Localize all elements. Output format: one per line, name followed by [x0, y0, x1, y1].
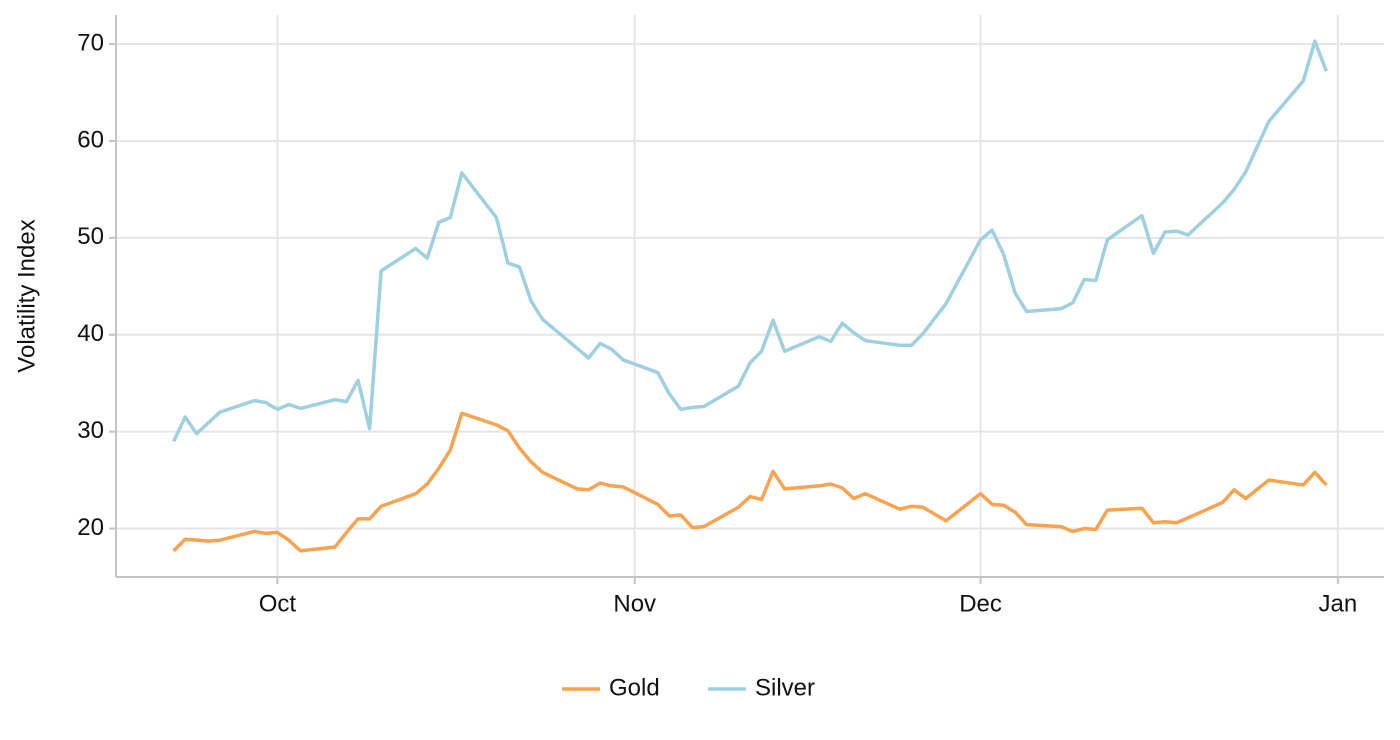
y-axis-label: Volatility Index [13, 219, 40, 372]
legend-label: Silver [755, 674, 815, 701]
x-tick-label: Dec [959, 590, 1002, 617]
y-tick-label: 60 [77, 126, 104, 153]
x-tick-label: Jan [1319, 590, 1358, 617]
y-tick-label: 50 [77, 223, 104, 250]
legend-label: Gold [609, 674, 660, 701]
y-tick-label: 70 [77, 29, 104, 56]
data-line [172, 39, 1328, 443]
y-tick-label: 30 [77, 417, 104, 444]
x-tick-label: Oct [259, 590, 297, 617]
data-line [172, 411, 1328, 553]
y-tick-label: 40 [77, 320, 104, 347]
y-tick-label: 20 [77, 514, 104, 541]
x-tick-label: Nov [613, 590, 656, 617]
